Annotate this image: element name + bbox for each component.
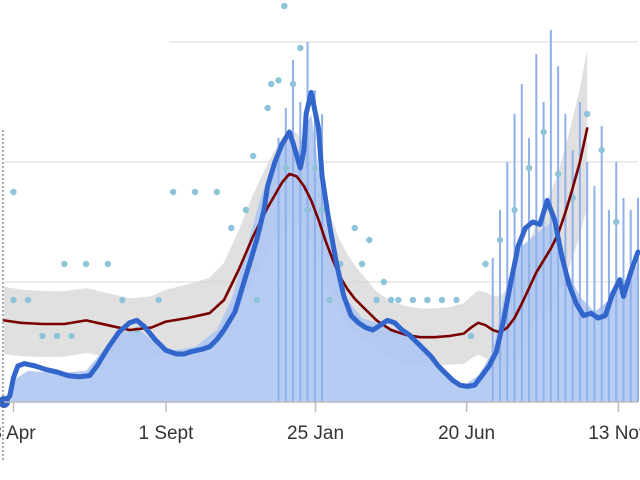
point-8: [191, 188, 199, 196]
point-21: [304, 206, 311, 214]
point-32: [395, 296, 402, 304]
point-4: [119, 296, 126, 304]
point-38: [482, 260, 489, 268]
point-13: [253, 296, 260, 304]
point-15: [268, 80, 275, 88]
point-35: [438, 296, 446, 304]
point-6: [155, 296, 162, 304]
x-axis: [2, 130, 638, 462]
point-2: [82, 260, 90, 268]
x-tick-label: 25 Jan: [287, 423, 344, 444]
x-tick-label: 8 Apr: [0, 423, 36, 444]
point-29: [373, 296, 380, 304]
point-12: [249, 152, 257, 160]
x-tick-label: 20 Jun: [438, 423, 495, 444]
point-9: [213, 188, 220, 196]
point-50: [39, 332, 46, 340]
point-23: [318, 206, 326, 214]
point-1: [61, 260, 68, 268]
point-28: [366, 236, 373, 244]
point-7: [170, 188, 177, 196]
point-10: [228, 224, 235, 232]
point-52: [68, 332, 75, 340]
point-37: [467, 332, 475, 340]
point-18: [282, 164, 289, 172]
point-33: [409, 296, 417, 304]
point-17: [281, 2, 288, 10]
point-41: [525, 164, 533, 172]
point-51: [53, 332, 61, 340]
point-48: [10, 296, 17, 304]
point-27: [358, 260, 366, 268]
point-26: [351, 224, 358, 232]
point-36: [453, 296, 460, 304]
point-0: [10, 188, 17, 196]
daily-area: [4, 114, 638, 402]
point-39: [496, 236, 504, 244]
rolling-average-line: [1, 89, 640, 405]
point-31: [387, 296, 395, 304]
point-40: [511, 206, 518, 214]
point-11: [242, 206, 250, 214]
point-43: [554, 170, 562, 178]
point-47: [613, 218, 620, 226]
point-45: [583, 110, 591, 118]
trend-line: [2, 127, 589, 339]
trend-line-layer: [2, 127, 589, 339]
daily-area-layer: [4, 114, 638, 402]
point-22: [311, 164, 319, 172]
point-30: [380, 278, 388, 286]
point-46: [598, 146, 605, 154]
point-3: [104, 260, 112, 268]
point-20: [297, 44, 304, 52]
point-24: [326, 296, 333, 304]
point-19: [289, 80, 297, 88]
point-42: [540, 128, 547, 136]
x-tick-label: 13 Nov: [588, 423, 640, 444]
point-34: [424, 296, 431, 304]
point-16: [275, 77, 282, 84]
point-14: [264, 104, 271, 112]
point-49: [24, 296, 32, 304]
x-tick-labels: 8 Apr 1 Sept 25 Jan 20 Jun 13 Nov: [0, 423, 640, 444]
x-tick-label: 1 Sept: [138, 423, 194, 444]
